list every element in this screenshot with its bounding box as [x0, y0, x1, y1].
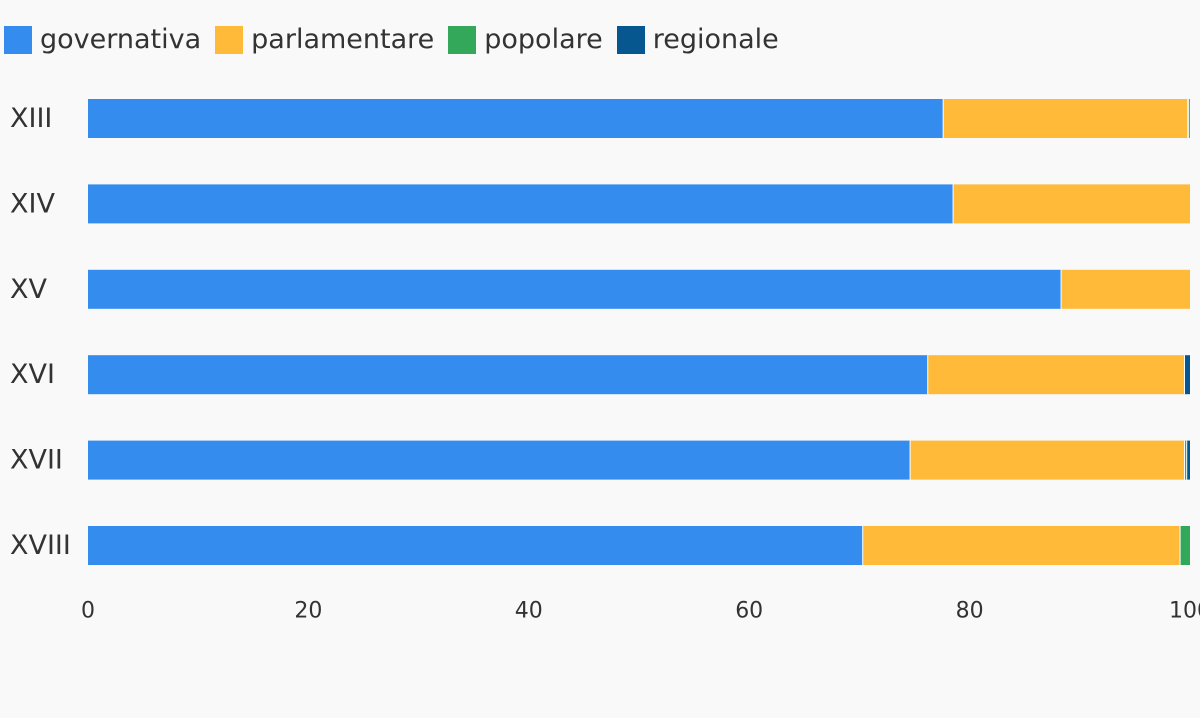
- category-label: XVI: [10, 359, 55, 390]
- x-tick-label: 60: [735, 599, 763, 624]
- legend-item-popolare[interactable]: popolare: [448, 22, 603, 58]
- legend-label-parlamentare: parlamentare: [251, 24, 435, 55]
- legend-item-governativa[interactable]: governativa: [4, 22, 201, 58]
- category-label: XVII: [10, 445, 63, 476]
- bar-segment-regionale[interactable]: [1186, 440, 1190, 480]
- bar-segment-regionale[interactable]: [1188, 99, 1190, 138]
- category-label: XIV: [10, 188, 55, 219]
- bar-segment-parlamentare[interactable]: [910, 440, 1185, 480]
- legend-swatch-governativa: [4, 26, 32, 54]
- bar-segment-popolare[interactable]: [1180, 526, 1190, 565]
- x-tick-label: 20: [294, 599, 322, 624]
- bar-segment-parlamentare[interactable]: [1061, 269, 1190, 309]
- legend-label-popolare: popolare: [484, 24, 603, 55]
- bar-segment-governativa[interactable]: [88, 526, 863, 565]
- legend-label-regionale: regionale: [652, 24, 779, 55]
- legend-swatch-parlamentare: [215, 26, 244, 54]
- x-tick-label: 100: [1169, 599, 1200, 624]
- bar-segment-parlamentare[interactable]: [862, 526, 1181, 565]
- bar-segment-regionale[interactable]: [1184, 355, 1190, 395]
- legend-item-regionale[interactable]: regionale: [616, 22, 779, 58]
- bar-segment-governativa[interactable]: [88, 184, 954, 224]
- bar-segment-parlamentare[interactable]: [953, 184, 1190, 224]
- bar-segment-parlamentare[interactable]: [943, 99, 1188, 138]
- bar-segment-governativa[interactable]: [88, 440, 911, 480]
- bar-segment-governativa[interactable]: [88, 355, 928, 395]
- x-tick-label: 80: [956, 599, 984, 624]
- legend-swatch-popolare: [448, 26, 477, 54]
- bar-segment-popolare[interactable]: [1187, 99, 1189, 138]
- legend-item-parlamentare[interactable]: parlamentare: [215, 22, 434, 58]
- category-label: XV: [10, 274, 47, 305]
- category-label: XVIII: [10, 530, 71, 561]
- bar-segment-governativa[interactable]: [88, 99, 944, 138]
- bar-segment-parlamentare[interactable]: [927, 355, 1185, 395]
- bar-segment-governativa[interactable]: [88, 269, 1062, 309]
- x-tick-label: 40: [515, 599, 543, 624]
- bar-segment-popolare[interactable]: [1184, 440, 1187, 480]
- chart-legend: governativa parlamentare popolare region…: [4, 22, 793, 58]
- legend-swatch-regionale: [616, 26, 645, 54]
- category-label: XIII: [10, 103, 52, 134]
- x-tick-label: 0: [81, 599, 95, 624]
- legend-label-governativa: governativa: [40, 24, 202, 55]
